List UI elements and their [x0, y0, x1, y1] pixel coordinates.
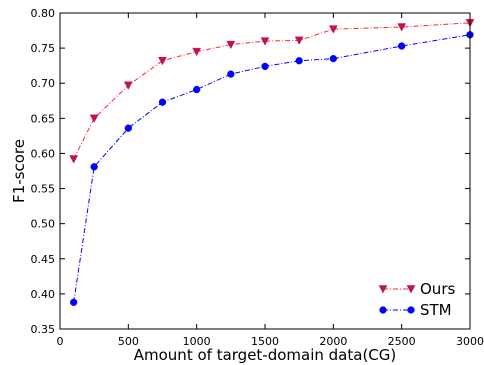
data-point	[261, 62, 269, 71]
data-point	[124, 124, 132, 132]
y-axis-ticks: 0.35 0.40 0.45 0.50 0.55 0.60 0.65 0.70 0.75 0.80	[31, 7, 470, 336]
data-point	[226, 40, 236, 50]
x-axis-ticks: 0 500 1000 1500 2000 2500 3000	[57, 13, 484, 348]
series-line	[73, 22, 471, 160]
data-point	[158, 98, 167, 106]
data-point	[69, 155, 79, 164]
x-tick-label: 2000	[319, 335, 347, 348]
data-point	[328, 25, 338, 34]
y-tick-label: 0.75	[31, 42, 56, 55]
data-point	[193, 85, 201, 94]
y-tick-label: 0.45	[31, 253, 56, 266]
series-stm	[70, 31, 474, 306]
x-tick-label: 3000	[456, 335, 484, 348]
y-tick-label: 0.80	[31, 7, 56, 20]
series-ours	[69, 19, 475, 164]
data-point	[158, 57, 167, 66]
legend-item-stm: STM	[379, 301, 452, 319]
plot-frame	[59, 12, 471, 330]
legend-marker	[407, 306, 415, 314]
data-point	[295, 57, 303, 65]
data-point	[70, 298, 78, 306]
legend-label: STM	[420, 301, 452, 319]
y-tick-label: 0.65	[31, 112, 56, 125]
legend-label: Ours	[420, 280, 455, 298]
data-point	[398, 42, 406, 50]
x-tick-label: 1000	[183, 335, 211, 348]
x-tick-label: 2500	[388, 335, 416, 348]
data-point	[123, 81, 133, 90]
y-tick-label: 0.50	[31, 218, 56, 231]
data-point	[260, 37, 270, 46]
data-point	[329, 54, 337, 63]
y-axis-label: F1-score	[10, 139, 28, 203]
y-tick-label: 0.55	[31, 183, 56, 196]
legend-item-ours: Ours	[378, 280, 455, 298]
y-tick-label: 0.60	[31, 147, 56, 160]
series-layer	[69, 19, 475, 306]
x-axis-label: Amount of target-domain data(CG)	[134, 346, 397, 364]
data-point	[89, 114, 99, 123]
y-tick-label: 0.35	[31, 323, 56, 336]
series-line	[73, 34, 471, 303]
x-tick-label: 500	[118, 335, 139, 348]
data-point	[294, 36, 304, 45]
legend-marker	[406, 285, 416, 294]
data-point	[90, 163, 98, 171]
legend: Ours STM	[378, 280, 455, 319]
data-point	[397, 23, 407, 32]
y-tick-label: 0.40	[31, 288, 56, 301]
legend-marker	[379, 306, 387, 314]
x-tick-label: 1500	[251, 335, 279, 348]
x-tick-label: 0	[57, 335, 64, 348]
data-point	[192, 47, 202, 57]
legend-marker	[378, 285, 388, 294]
data-point	[227, 70, 235, 78]
y-tick-label: 0.70	[31, 77, 56, 90]
